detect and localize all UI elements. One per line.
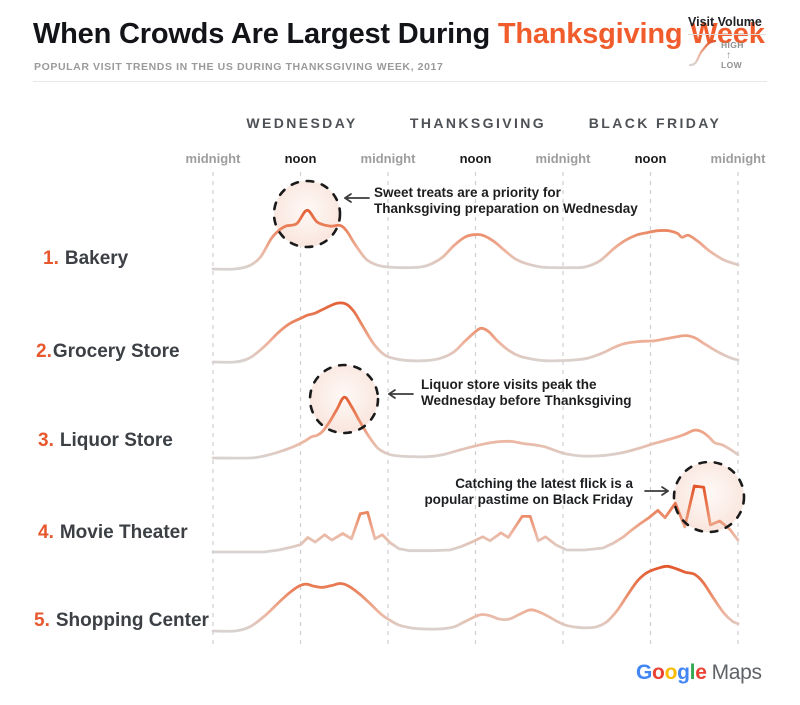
highlight-circle-0 [272,179,342,249]
curve-movie-theater [211,484,740,554]
category-label-shopping-center: 5. Shopping Center [34,611,209,630]
time-label-midnight-0: midnight [185,151,241,166]
category-name-movie-theater: Movie Theater [59,522,188,543]
time-label-noon-5: noon [634,151,667,166]
annotation-2: Catching the latest flick is a popular pa… [412,476,633,508]
google-logo-letter: G [636,661,653,684]
highlight-circle-2 [672,460,746,534]
category-rank-bakery: 1. [43,248,59,269]
annotation-arrowhead-icon [388,389,396,399]
time-label-midnight-2: midnight [360,151,416,166]
annotation-line: Liquor store visits peak the [421,377,597,392]
category-name-liquor-store: Liquor Store [59,430,173,451]
annotation-1: Liquor store visits peak the Wednesday be… [421,377,671,409]
time-label-midnight-4: midnight [535,151,591,166]
maps-wordmark: Maps [711,661,762,684]
highlight-circle-1 [308,363,380,435]
curve-grocery-store [211,301,740,364]
google-logo-letter: g [677,661,690,684]
curve-shopping-center [211,564,740,633]
day-header-thanksgiving: THANKSGIVING [409,115,547,131]
visit-volume-curve-icon [688,39,717,67]
category-rank-liquor-store: 3. [38,430,54,451]
curve-liquor-store [211,395,740,460]
up-arrow-icon: ↑ [726,50,732,61]
annotation-0: Sweet treats are a priority for Thanksgiv… [374,185,638,217]
google-logo-letter: o [652,661,665,684]
annotation-line: popular pastime on Black Friday [424,491,633,507]
time-label-midnight-6: midnight [710,151,766,166]
annotation-line: Thanksgiving preparation on Wednesday [374,200,638,216]
time-label-noon-3: noon [459,151,492,166]
category-rank-movie-theater: 4. [38,522,54,543]
google-logo-letter: e [695,661,707,684]
highlight-circle-fill-0 [274,181,340,247]
annotation-line: Catching the latest flick is a [455,476,633,491]
google-logo-letter: o [664,661,678,684]
page-subtitle: POPULAR VISIT TRENDS IN THE US DURING TH… [34,61,444,73]
annotation-arrowhead-icon [344,193,352,203]
visit-volume-legend: Visit Volume HIGH ↑ LOW [688,15,766,70]
google-logo-letter: l [689,661,696,684]
legend-low-label: LOW [721,60,743,70]
annotation-line: Sweet treats are a priority for [374,185,561,200]
category-name-shopping-center: Shopping Center [55,610,209,631]
header-divider [33,81,767,82]
page-title-black: When Crowds Are Largest During [33,18,498,50]
category-name-bakery: Bakery [64,248,129,269]
category-rank-grocery-store: 2. [36,341,52,362]
legend-high-label: HIGH [721,40,744,50]
category-name-grocery-store: Grocery Store [52,341,180,362]
category-rank-shopping-center: 5. [34,610,50,631]
annotation-line: Wednesday before Thanksgiving [421,392,632,408]
google-maps-logo: Google Maps [636,661,762,685]
highlight-circle-fill-2 [674,462,744,532]
day-header-wednesday: WEDNESDAY [246,115,358,131]
day-header-black-friday: BLACK FRIDAY [588,115,722,131]
category-label-movie-theater: 4. Movie Theater [38,523,188,542]
category-label-bakery: 1. Bakery [43,249,128,268]
category-label-liquor-store: 3. Liquor Store [38,431,173,450]
curve-bakery [211,208,740,271]
category-label-grocery-store: 2.Grocery Store [36,342,180,361]
google-logo-letters: Google [636,661,707,684]
legend-title: Visit Volume [688,15,766,35]
time-label-noon-1: noon [284,151,317,166]
annotation-arrowhead-icon [661,486,669,496]
